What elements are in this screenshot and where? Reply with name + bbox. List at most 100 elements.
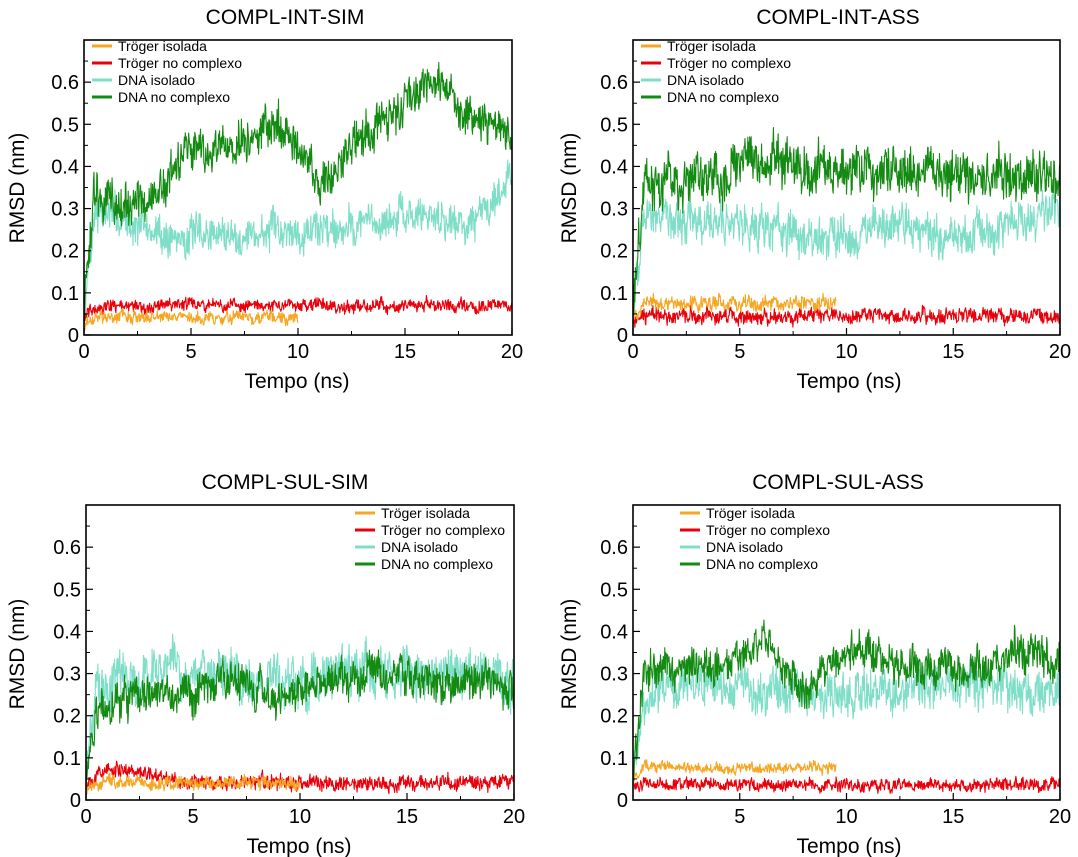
y-tick-label: 0.2 <box>53 706 81 728</box>
x-tick-label: 0 <box>78 341 89 363</box>
panel-title: COMPL-INT-SIM <box>206 6 365 29</box>
legend-entry: DNA isolado <box>706 539 783 555</box>
series-line-dna-no-complexo <box>633 619 1060 783</box>
y-tick-label: 0 <box>617 325 628 347</box>
x-tick-label: 20 <box>503 806 525 828</box>
panel-title: COMPL-SUL-ASS <box>752 471 924 494</box>
x-axis-label: Tempo (ns) <box>246 835 351 857</box>
legend-entry: Tröger isolada <box>706 505 795 521</box>
series-line-tr-ger-no-complexo <box>84 294 512 322</box>
y-tick-label: 0.5 <box>53 579 81 601</box>
series-line-dna-isolado <box>84 159 512 321</box>
series-traces <box>633 127 1060 329</box>
y-tick-label: 0.3 <box>53 664 81 686</box>
x-tick-label: 0 <box>627 341 638 363</box>
x-tick-label: 5 <box>734 806 745 828</box>
series-line-tr-ger-isolada <box>633 292 837 327</box>
legend-entry: DNA no complexo <box>381 556 493 572</box>
y-axis-label: RMSD (nm) <box>558 133 581 244</box>
legend-entry: Tröger isolada <box>381 505 470 521</box>
x-tick-label: 10 <box>835 806 857 828</box>
y-tick-label: 0.2 <box>51 241 79 263</box>
chart-panel-compl-int-sim: 0 0.1 0.2 0.3 0.4 0.5 0.6 0 5 10 15 20 COMPL-INT-SIM… <box>6 6 523 393</box>
chart-panel-compl-sul-ass: 0 0.1 0.2 0.3 0.4 0.5 0.6 5 10 15 20 COMPL-SUL-ASS T… <box>558 471 1071 857</box>
y-tick-label: 0.2 <box>600 706 628 728</box>
x-tick-label: 5 <box>734 341 745 363</box>
y-tick-label: 0.1 <box>51 283 79 305</box>
series-line-tr-ger-no-complexo <box>86 760 514 795</box>
series-traces <box>633 619 1060 794</box>
x-tick-label: 10 <box>287 341 309 363</box>
series-line-tr-ger-no-complexo <box>633 303 1060 329</box>
y-tick-label: 0.5 <box>600 579 628 601</box>
y-tick-label: 0.3 <box>600 664 628 686</box>
legend-entry: DNA no complexo <box>706 556 818 572</box>
y-tick-label: 0.6 <box>600 72 628 94</box>
y-tick-label: 0.4 <box>600 621 628 643</box>
y-tick-label: 0.6 <box>53 537 81 559</box>
y-tick-label: 0 <box>68 325 79 347</box>
x-tick-label: 15 <box>942 806 964 828</box>
x-tick-label: 20 <box>501 341 523 363</box>
chart-panel-compl-sul-sim: 0 0.1 0.2 0.3 0.4 0.5 0.6 0 5 10 15 20 COMPL-SUL-SIM… <box>6 471 525 857</box>
legend-entry: DNA isolado <box>381 539 458 555</box>
series-line-tr-ger-no-complexo <box>633 775 1060 794</box>
y-tick-label: 0.3 <box>600 199 628 221</box>
y-tick-label: 0.5 <box>600 114 628 136</box>
series-line-tr-ger-isolada <box>633 759 837 787</box>
x-tick-label: 5 <box>185 341 196 363</box>
x-tick-label: 0 <box>80 806 91 828</box>
series-line-dna-no-complexo <box>633 127 1060 317</box>
x-tick-label: 20 <box>1049 341 1071 363</box>
legend-entry: Tröger no complexo <box>706 522 830 538</box>
y-tick-label: 0 <box>70 790 81 812</box>
x-tick-label: 5 <box>187 806 198 828</box>
panel-title: COMPL-SUL-SIM <box>202 471 369 494</box>
series-line-dna-isolado <box>633 189 1060 320</box>
y-tick-label: 0.1 <box>53 748 81 770</box>
legend-entry: DNA isolado <box>667 72 744 88</box>
x-tick-label: 10 <box>835 341 857 363</box>
x-tick-label: 15 <box>942 341 964 363</box>
series-line-tr-ger-isolada <box>84 308 299 331</box>
legend-entry: DNA no complexo <box>118 89 230 105</box>
y-axis-label: RMSD (nm) <box>6 599 29 710</box>
legend-entry: Tröger isolada <box>667 38 756 54</box>
y-tick-label: 0.4 <box>51 156 79 178</box>
legend-entry: Tröger no complexo <box>381 522 505 538</box>
x-tick-label: 10 <box>289 806 311 828</box>
x-tick-label: 15 <box>396 806 418 828</box>
y-tick-label: 0.4 <box>600 156 628 178</box>
x-axis-label: Tempo (ns) <box>244 370 349 393</box>
y-tick-label: 0.2 <box>600 241 628 263</box>
series-traces <box>86 633 514 795</box>
y-tick-label: 0.1 <box>600 283 628 305</box>
legend-entry: Tröger isolada <box>118 38 207 54</box>
y-tick-label: 0.4 <box>53 621 81 643</box>
y-tick-label: 0.1 <box>600 748 628 770</box>
y-axis-label: RMSD (nm) <box>6 133 29 244</box>
series-line-tr-ger-isolada <box>86 772 301 795</box>
x-axis-label: Tempo (ns) <box>796 370 901 393</box>
legend-entry: DNA no complexo <box>667 89 779 105</box>
y-tick-label: 0.6 <box>600 537 628 559</box>
y-axis-label: RMSD (nm) <box>558 599 581 710</box>
series-traces <box>84 61 512 332</box>
y-tick-label: 0 <box>617 790 628 812</box>
y-tick-label: 0.5 <box>51 114 79 136</box>
series-line-dna-no-complexo <box>84 61 512 332</box>
y-tick-label: 0.6 <box>51 72 79 94</box>
x-tick-label: 20 <box>1049 806 1071 828</box>
series-line-dna-no-complexo <box>86 649 514 779</box>
x-axis-label: Tempo (ns) <box>796 835 901 857</box>
panel-title: COMPL-INT-ASS <box>756 6 919 29</box>
legend-entry: DNA isolado <box>118 72 195 88</box>
chart-panel-compl-int-ass: 0 0.1 0.2 0.3 0.4 0.5 0.6 0 5 10 15 20 COMPL-INT-ASS… <box>558 6 1071 393</box>
legend-entry: Tröger no complexo <box>667 55 791 71</box>
y-tick-label: 0.3 <box>51 199 79 221</box>
